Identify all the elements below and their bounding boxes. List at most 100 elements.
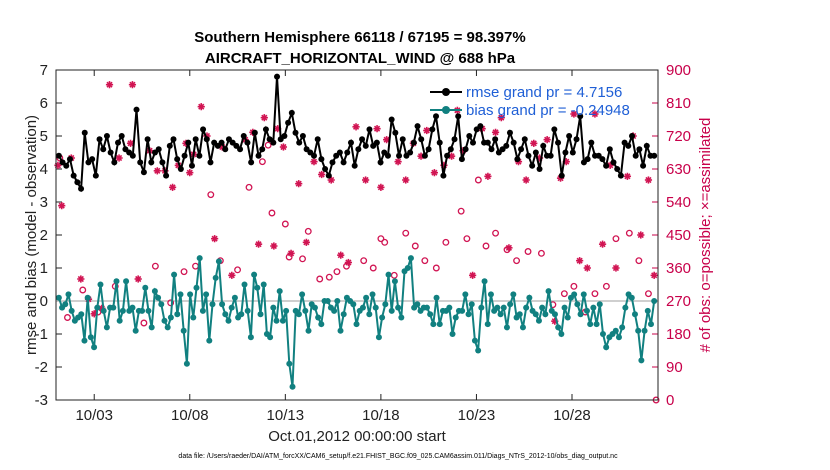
obs-assimilated-marker — [598, 240, 607, 248]
bias-point — [270, 304, 277, 311]
rmse-point — [329, 159, 336, 166]
asterisk-stroke — [228, 272, 235, 279]
rmse-point — [159, 159, 166, 166]
bias-point — [215, 258, 222, 265]
rmse-point — [455, 113, 462, 120]
asterisk-stroke — [135, 275, 142, 283]
y-right-tick-label: 270 — [666, 293, 691, 310]
x-tick-label: 10/03 — [75, 407, 113, 424]
obs-assimilated-marker — [168, 183, 177, 191]
bias-point — [599, 331, 606, 337]
bias-point — [423, 304, 430, 311]
obs-assimilated-marker — [402, 176, 410, 184]
rmse-point — [529, 162, 536, 169]
chart-subtitle: AIRCRAFT_HORIZONTAL_WIND @ 688 hPa — [205, 50, 516, 67]
y-tick-label: 5 — [40, 128, 48, 145]
bias-series-points — [55, 255, 658, 390]
obs-possible-marker — [167, 299, 175, 307]
asterisk-stroke — [498, 114, 505, 121]
bias-point — [500, 304, 507, 311]
asterisk-stroke — [261, 114, 268, 121]
obs-assimilated-marker — [491, 128, 500, 136]
obs-assimilated-marker — [318, 170, 326, 179]
rmse-point — [540, 142, 547, 149]
obs-assimilated-marker — [484, 172, 492, 180]
bias-point — [503, 324, 510, 331]
y-tick-label: 6 — [40, 95, 48, 112]
bias-point — [193, 284, 200, 291]
rmse-point — [555, 139, 562, 146]
rmse-point — [433, 113, 440, 120]
bias-point — [145, 307, 152, 314]
rmse-point — [107, 149, 114, 156]
obs-possible-marker — [79, 286, 87, 294]
obs-assimilated-marker — [279, 143, 288, 151]
obs-possible-marker — [411, 242, 419, 250]
rmse-point — [262, 126, 269, 133]
bias-point — [583, 307, 590, 314]
asterisk-stroke — [303, 239, 310, 246]
rmse-point — [111, 159, 118, 166]
rmse-point — [614, 166, 621, 172]
bias-point — [398, 314, 405, 321]
bias-point — [516, 311, 523, 318]
chart-title: Southern Hemisphere 66118 / 67195 = 98.3… — [194, 29, 525, 46]
obs-assimilated-marker — [352, 123, 360, 131]
bias-point — [228, 304, 235, 311]
rmse-point — [347, 139, 354, 146]
rmse-point — [599, 156, 606, 163]
obs-possible-marker — [258, 158, 266, 166]
bias-point — [407, 255, 414, 262]
obs-assimilated-marker — [211, 235, 219, 243]
asterisk-stroke — [106, 81, 113, 88]
rmse-point — [425, 146, 432, 153]
asterisk-stroke — [395, 158, 402, 165]
obs-possible-marker — [463, 235, 471, 243]
bias-point — [260, 281, 267, 288]
rmse-point — [484, 139, 491, 146]
rmse-point — [492, 136, 499, 143]
rmse-point — [510, 139, 517, 146]
asterisk-stroke — [337, 252, 344, 259]
obs-possible-marker — [402, 229, 410, 237]
rmse-point — [325, 172, 332, 179]
rmse-point — [63, 162, 70, 169]
rmse-point — [137, 159, 144, 166]
bias-point — [148, 324, 155, 331]
bias-point — [276, 288, 283, 295]
y-tick-label: 3 — [40, 194, 48, 211]
bias-point — [206, 337, 213, 344]
asterisk-stroke — [651, 272, 658, 279]
rmse-point — [518, 146, 525, 153]
bias-point — [375, 334, 382, 341]
obs-possible-marker — [299, 255, 306, 263]
rmse-point — [318, 156, 325, 163]
asterisk-stroke — [310, 158, 318, 165]
bias-point — [119, 307, 126, 314]
rmse-point — [274, 73, 281, 80]
obs-assimilated-marker — [430, 169, 438, 177]
bias-point — [647, 321, 654, 328]
asterisk-stroke — [377, 184, 384, 191]
bias-point — [212, 274, 219, 281]
rmse-point — [244, 139, 251, 146]
obs-possible-marker — [381, 238, 389, 246]
asterisk-stroke — [423, 127, 430, 134]
obs-possible-marker — [591, 290, 599, 298]
obs-assimilated-marker — [583, 264, 591, 272]
rmse-point — [177, 166, 184, 172]
bias-point — [372, 304, 379, 311]
obs-possible-marker — [333, 268, 341, 276]
asterisk-stroke — [448, 153, 455, 160]
bias-point — [641, 327, 648, 334]
obs-assimilated-marker — [469, 271, 477, 279]
asterisk-stroke — [280, 143, 287, 151]
y-right-tick-label: 450 — [666, 227, 691, 244]
obs-assimilated-marker — [115, 154, 123, 162]
rmse-point — [296, 139, 303, 146]
rmse-point — [140, 169, 147, 176]
x-tick-label: 10/08 — [171, 407, 209, 424]
rmse-point — [603, 162, 610, 169]
asterisk-stroke — [295, 180, 302, 187]
bias-point — [580, 291, 587, 298]
